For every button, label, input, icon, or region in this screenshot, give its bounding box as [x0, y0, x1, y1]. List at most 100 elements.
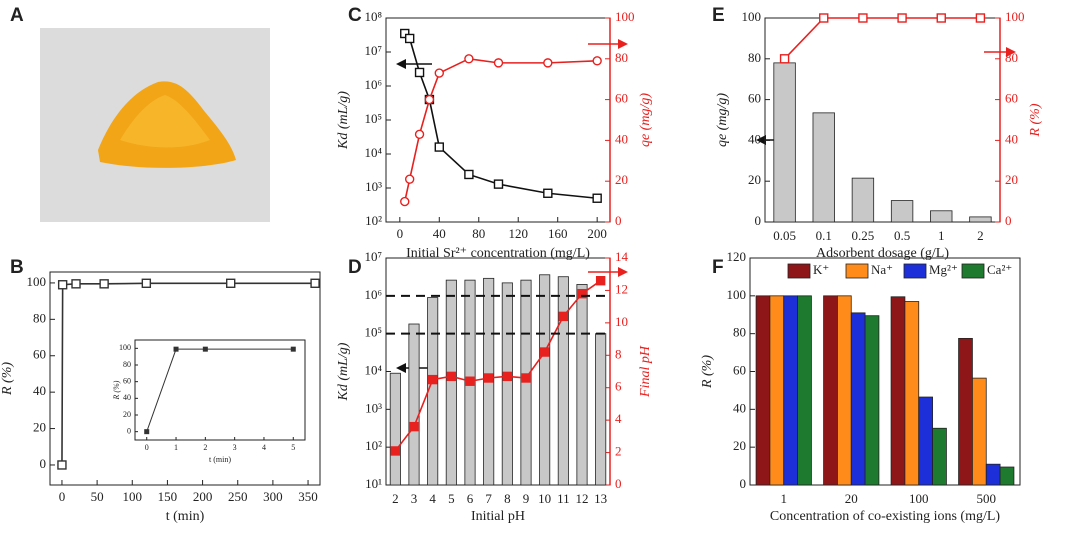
y-tick-label: 80 — [733, 325, 746, 340]
bar — [501, 282, 513, 486]
y-tick-label: 10⁷ — [364, 249, 382, 264]
point — [434, 142, 444, 152]
legend-swatch — [845, 263, 869, 279]
panel-label: E — [712, 5, 725, 26]
y-tick-label: 10⁵ — [364, 111, 382, 126]
point — [464, 169, 474, 180]
x-tick-label: 350 — [298, 489, 318, 504]
y2-tick-label: 4 — [615, 411, 622, 426]
x-tick-label: 0.1 — [816, 228, 832, 243]
y-tick-label: 0 — [740, 476, 747, 491]
point — [424, 94, 435, 105]
x-tick-label: 3 — [411, 491, 418, 506]
point — [404, 33, 415, 44]
point — [427, 374, 438, 385]
x-tick-label: 200 — [587, 226, 607, 241]
plot-frame — [385, 257, 611, 486]
x-tick-label: 10 — [538, 491, 551, 506]
point — [465, 376, 475, 386]
x-tick-label: 2 — [977, 228, 984, 243]
x-axis-label: Adsorbent dosage (g/L) — [816, 246, 949, 261]
y-tick-label: 100 — [727, 287, 747, 302]
point — [464, 54, 474, 64]
x-tick-label: 13 — [594, 491, 607, 506]
y2-tick-label: 60 — [615, 91, 628, 106]
y-tick-label: 10⁴ — [364, 145, 382, 160]
x-tick-label: 2 — [203, 443, 207, 452]
y-tick-label: 80 — [123, 360, 131, 369]
series-line — [146, 348, 294, 432]
point — [592, 193, 602, 203]
arrow-head — [396, 363, 406, 373]
y-tick-label: 10⁵ — [364, 325, 382, 340]
plot-frame — [764, 17, 1001, 223]
bar — [783, 295, 798, 486]
point — [99, 279, 109, 289]
x-tick-label: 250 — [228, 489, 248, 504]
x-axis-label: Initial pH — [471, 509, 525, 524]
point — [558, 311, 569, 322]
panel-label: D — [348, 257, 362, 278]
bar — [850, 312, 866, 486]
y2-tick-label: 0 — [1005, 213, 1012, 228]
y-tick-label: 40 — [123, 393, 131, 402]
x-axis-label: Concentration of co-existing ions (mg/L) — [770, 509, 1001, 524]
point — [400, 196, 410, 207]
legend-label: K⁺ — [813, 262, 829, 277]
arrow-head — [756, 135, 766, 145]
y-tick-label: 10⁶ — [364, 77, 382, 92]
x-tick-label: 5 — [291, 443, 295, 452]
y2-axis-label: Final pH — [638, 345, 653, 398]
x-tick-label: 1 — [938, 228, 945, 243]
legend-label: Mg²⁺ — [929, 262, 958, 277]
point — [543, 188, 553, 198]
plot-frame — [134, 339, 306, 441]
bar — [932, 427, 947, 486]
x-tick-label: 120 — [508, 226, 528, 241]
x-tick-label: 12 — [576, 491, 589, 506]
y2-tick-label: 40 — [615, 131, 628, 146]
series-line — [784, 17, 981, 60]
arrow-head — [1006, 47, 1016, 57]
bar — [576, 284, 588, 486]
y2-tick-label: 80 — [1005, 50, 1018, 65]
point — [446, 371, 457, 382]
y2-tick-label: 8 — [615, 346, 622, 361]
point — [409, 421, 419, 432]
point — [310, 278, 320, 288]
y2-tick-label: 60 — [1005, 91, 1018, 106]
point — [521, 373, 531, 383]
bar — [999, 466, 1015, 486]
point — [226, 278, 236, 288]
point — [493, 58, 504, 68]
y-tick-label: 10⁶ — [364, 287, 382, 302]
legend-label: Ca²⁺ — [987, 262, 1012, 277]
x-tick-label: 100 — [909, 491, 929, 506]
series-line — [404, 32, 598, 200]
y-tick-label: 10⁷ — [364, 43, 382, 58]
bar — [389, 372, 401, 486]
y-tick-label: 80 — [33, 310, 46, 325]
bar — [972, 377, 987, 486]
point — [858, 13, 868, 23]
panel-label: F — [712, 257, 724, 278]
y-tick-label: 10⁸ — [364, 9, 382, 24]
x-tick-label: 80 — [472, 226, 485, 241]
x-tick-label: 40 — [433, 226, 446, 241]
point — [577, 288, 587, 299]
y-tick-label: 60 — [748, 91, 761, 106]
point — [819, 13, 829, 23]
y-tick-label: 120 — [727, 249, 747, 264]
x-tick-label: 20 — [845, 491, 858, 506]
y2-tick-label: 6 — [615, 379, 622, 394]
y-tick-label: 60 — [33, 347, 46, 362]
y-tick-label: 40 — [733, 400, 746, 415]
panel-label: B — [10, 257, 24, 278]
arrow-head — [618, 267, 628, 277]
bar — [755, 295, 771, 486]
y-tick-label: 60 — [733, 362, 746, 377]
bar — [930, 210, 953, 223]
x-tick-label: 500 — [977, 491, 997, 506]
y-tick-label: 20 — [748, 172, 761, 187]
y2-tick-label: 20 — [615, 172, 628, 187]
